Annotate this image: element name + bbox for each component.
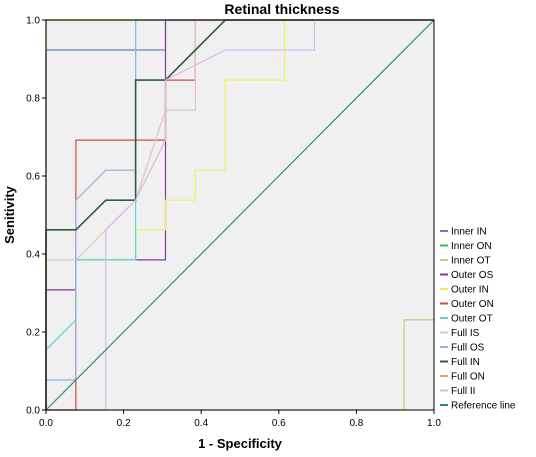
legend-item: Outer IN	[440, 285, 489, 296]
legend-item: Full II	[440, 386, 475, 397]
legend-label: Inner IN	[451, 227, 487, 238]
legend-item: Full ON	[440, 372, 485, 383]
legend-label: Inner OT	[451, 256, 490, 267]
chart-title: Retinal thickness	[224, 1, 339, 17]
legend-label: Full ON	[451, 372, 485, 383]
series-line-full-os	[45, 19, 434, 410]
x-tick-label: 0.2	[117, 418, 131, 429]
y-tick-label: 0.6	[26, 172, 40, 183]
legend-item: Inner ON	[440, 241, 492, 252]
y-tick-label: 0.0	[26, 406, 40, 417]
legend-item: Outer OT	[440, 314, 493, 325]
legend-item: Outer ON	[440, 299, 494, 310]
legend-label: Outer ON	[451, 299, 494, 310]
legend-label: Full II	[451, 386, 475, 397]
x-tick-label: 0.0	[39, 418, 53, 429]
y-tick-label: 0.2	[26, 328, 40, 339]
y-tick-label: 0.8	[26, 94, 40, 105]
x-axis-ticks: 0.0 0.2 0.4 0.6 0.8 1.0	[39, 410, 441, 429]
y-tick-label: 0.4	[26, 250, 40, 261]
series-line-full-in	[45, 19, 434, 410]
legend-item: Reference line	[440, 401, 516, 412]
legend-item: Outer OS	[440, 270, 494, 281]
legend-label: Outer OS	[451, 270, 494, 281]
legend: Inner IN Inner ON Inner OT Outer OS Outer IN…	[440, 227, 516, 412]
legend-item: Full IS	[440, 328, 480, 339]
x-tick-label: 1.0	[427, 418, 441, 429]
legend-label: Outer OT	[451, 314, 493, 325]
legend-label: Inner ON	[451, 241, 492, 252]
x-tick-label: 0.8	[349, 418, 363, 429]
y-axis-ticks: 0.0 0.2 0.4 0.6 0.8 1.0	[26, 16, 46, 417]
series-line-full-ii	[46, 19, 434, 411]
legend-label: Full OS	[451, 343, 485, 354]
legend-label: Full IS	[451, 328, 480, 339]
series-line-reference-line	[45, 19, 435, 411]
y-axis-title: Senitivity	[2, 185, 17, 244]
legend-label: Full IN	[451, 357, 480, 368]
legend-label: Reference line	[451, 401, 516, 412]
x-tick-label: 0.4	[194, 418, 208, 429]
x-axis-title: 1 - Specificity	[198, 436, 283, 451]
legend-item: Inner OT	[440, 256, 490, 267]
legend-item: Full IN	[440, 357, 480, 368]
legend-label: Outer IN	[451, 285, 489, 296]
legend-item: Full OS	[440, 343, 485, 354]
y-tick-label: 1.0	[26, 16, 40, 27]
plot-frame	[45, 19, 435, 411]
legend-item: Inner IN	[440, 227, 487, 238]
x-tick-label: 0.6	[272, 418, 286, 429]
